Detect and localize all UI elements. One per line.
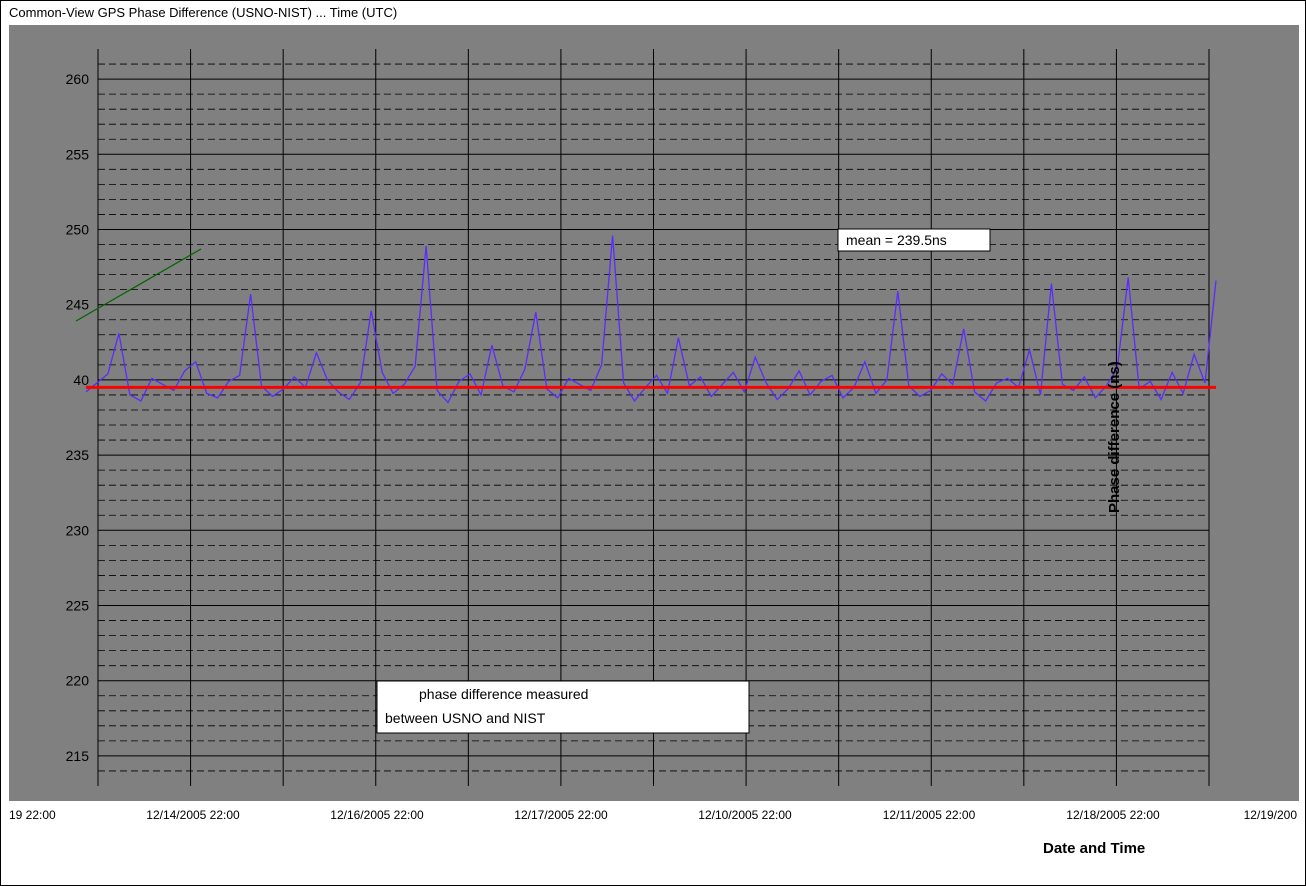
x-tick-label: 12/18/2005 22:00	[1066, 808, 1160, 822]
y-tick-label: 235	[66, 447, 90, 463]
x-tick-label: 12/14/2005 22:00	[146, 808, 240, 822]
chart-title: Common-View GPS Phase Difference (USNO-N…	[9, 5, 397, 20]
y-tick-label: 245	[66, 297, 90, 313]
x-axis-ticks: 19 22:00 12/14/2005 22:00 12/16/2005 22:00…	[9, 808, 1297, 822]
y-tick-label: 220	[66, 673, 90, 689]
y-tick-label: 230	[66, 522, 90, 538]
mean-label: mean = 239.5ns	[846, 232, 947, 248]
x-axis-label: Date and Time	[1043, 840, 1145, 857]
note-line-2: between USNO and NIST	[385, 710, 546, 726]
x-tick-label: 12/10/2005 22:00	[698, 808, 792, 822]
x-tick-label: 12/19/200	[1244, 808, 1298, 822]
y-axis-label: Phase difference (ns)	[1106, 361, 1123, 513]
x-tick-label: 12/11/2005 22:00	[883, 808, 976, 822]
y-tick-label: 40	[73, 372, 89, 388]
x-tick-label: 12/17/2005 22:00	[514, 808, 608, 822]
x-tick-label: 19 22:00	[9, 808, 56, 822]
x-tick-label: 12/16/2005 22:00	[330, 808, 424, 822]
y-tick-label: 260	[66, 71, 90, 87]
y-tick-label: 215	[66, 748, 90, 764]
y-tick-label: 225	[66, 598, 90, 614]
y-tick-label: 255	[66, 146, 90, 162]
note-line-1: phase difference measured	[419, 686, 588, 702]
y-tick-label: 250	[66, 221, 90, 237]
